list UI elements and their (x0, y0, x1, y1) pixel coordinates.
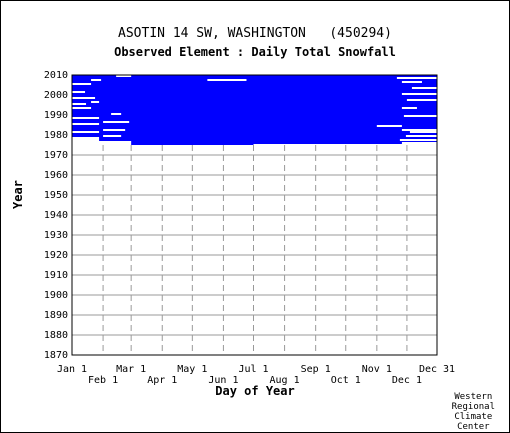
missing-data-gap (409, 131, 437, 133)
missing-data-gap (103, 121, 130, 123)
missing-data-gap (401, 129, 437, 131)
missing-data-gap (403, 115, 437, 117)
x-tick-label-bottom: Feb 1 (88, 375, 118, 386)
x-tick-label-top: Dec 31 (419, 364, 455, 375)
x-tick-label-bottom: Jun 1 (208, 375, 238, 386)
missing-data-gap (111, 113, 122, 115)
chart-title: ASOTIN 14 SW, WASHINGTON (450294) (118, 26, 392, 41)
chart-subtitle: Observed Element : Daily Total Snowfall (114, 45, 396, 59)
missing-data-gap (72, 117, 100, 119)
missing-data-gap (72, 123, 100, 125)
missing-data-gap (396, 77, 437, 79)
x-axis-label: Day of Year (215, 384, 295, 398)
missing-data-gap (401, 93, 437, 95)
missing-data-gap (91, 79, 102, 81)
y-tick-label: 2000 (44, 90, 68, 101)
x-tick-label-top: Sep 1 (301, 364, 331, 375)
missing-data-gap (207, 79, 247, 81)
missing-data-gap (72, 97, 96, 99)
missing-data-gap (72, 107, 92, 109)
y-tick-label: 1880 (44, 330, 68, 341)
y-tick-label: 1910 (44, 270, 68, 281)
missing-data-gap (376, 125, 402, 127)
x-tick-label-bottom: Dec 1 (392, 375, 422, 386)
plot-border (71, 74, 438, 356)
x-tick-label-bottom: Apr 1 (147, 375, 177, 386)
y-tick-label: 1870 (44, 350, 68, 361)
missing-data-gap (72, 91, 86, 93)
y-tick-label: 1990 (44, 110, 68, 121)
missing-data-gap (103, 129, 126, 131)
missing-data-gap (103, 135, 122, 137)
snowfall-data-block (131, 144, 254, 145)
missing-data-gap (405, 135, 437, 137)
missing-data-gap (401, 81, 422, 83)
y-tick-label: 1930 (44, 230, 68, 241)
missing-data-gap (401, 107, 417, 109)
y-tick-label: 1950 (44, 190, 68, 201)
missing-data-gap (406, 99, 437, 101)
missing-data-gap (72, 103, 87, 105)
y-tick-label: 1980 (44, 130, 68, 141)
missing-data-gap (72, 131, 100, 133)
x-tick-label-top: May 1 (177, 364, 207, 375)
x-tick-label-bottom: Oct 1 (331, 375, 361, 386)
x-tick-label-bottom: Aug 1 (270, 375, 300, 386)
missing-data-gap (116, 75, 132, 77)
x-tick-label-top: Jul 1 (238, 364, 268, 375)
y-tick-label: 1940 (44, 210, 68, 221)
credit-text: Western Regional Climate Center (451, 392, 495, 432)
x-tick-label-top: Mar 1 (116, 364, 146, 375)
y-tick-label: 1960 (44, 170, 68, 181)
missing-data-gap (411, 87, 437, 89)
y-tick-label: 1970 (44, 150, 68, 161)
x-tick-label-top: Nov 1 (362, 364, 392, 375)
snowfall-data-block (72, 75, 437, 144)
missing-data-gap (399, 139, 437, 141)
y-tick-label: 1920 (44, 250, 68, 261)
y-tick-label: 1890 (44, 310, 68, 321)
missing-data-gap (72, 83, 92, 85)
y-tick-label: 1900 (44, 290, 68, 301)
missing-data-gap (91, 101, 100, 103)
missing-data-gap (72, 137, 100, 141)
x-tick-label-top: Jan 1 (57, 364, 87, 375)
y-tick-label: 2010 (44, 70, 68, 81)
missing-data-gap (72, 141, 132, 144)
missing-data-gap (401, 142, 437, 144)
